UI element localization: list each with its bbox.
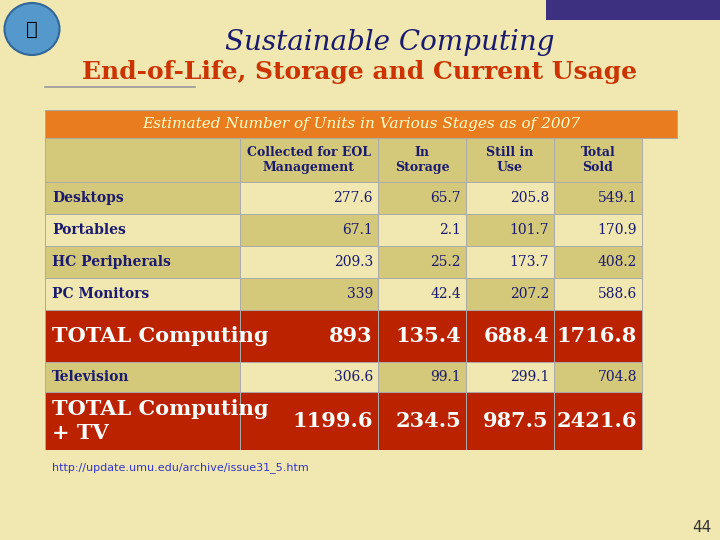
Text: Estimated Number of Units in Various Stages as of 2007: Estimated Number of Units in Various Sta…	[142, 117, 580, 131]
Bar	[378, 214, 466, 246]
Bar	[546, 0, 720, 20]
Bar	[554, 392, 642, 450]
Text: 688.4: 688.4	[483, 326, 549, 346]
Bar	[378, 362, 466, 392]
Text: 588.6: 588.6	[598, 287, 637, 301]
Text: Sustainable Computing: Sustainable Computing	[225, 29, 554, 56]
Bar	[45, 362, 240, 392]
Text: 277.6: 277.6	[333, 191, 373, 205]
Bar	[0, 450, 720, 540]
Bar	[466, 182, 554, 214]
Bar	[554, 310, 642, 362]
Bar	[554, 214, 642, 246]
Bar	[378, 310, 466, 362]
Bar	[378, 182, 466, 214]
Text: Collected for EOL
Management: Collected for EOL Management	[247, 146, 371, 174]
Text: 1199.6: 1199.6	[292, 411, 373, 431]
Text: 339: 339	[347, 287, 373, 301]
Bar	[45, 392, 240, 450]
Bar	[466, 138, 554, 182]
Text: 25.2: 25.2	[431, 255, 461, 269]
Text: http://update.umu.edu/archive/issue31_5.htm: http://update.umu.edu/archive/issue31_5.…	[52, 463, 309, 474]
Text: Portables: Portables	[52, 223, 126, 237]
Text: HC Peripherals: HC Peripherals	[52, 255, 171, 269]
Text: 44: 44	[693, 521, 711, 536]
Text: End-of-Life, Storage and Current Usage: End-of-Life, Storage and Current Usage	[82, 60, 638, 84]
Bar	[378, 246, 466, 278]
Bar	[554, 278, 642, 310]
Text: 135.4: 135.4	[395, 326, 461, 346]
Bar	[45, 246, 240, 278]
Text: Television: Television	[52, 370, 130, 384]
Text: 170.9: 170.9	[598, 223, 637, 237]
Bar	[240, 310, 378, 362]
Bar	[45, 310, 240, 362]
Bar	[466, 246, 554, 278]
Text: 67.1: 67.1	[342, 223, 373, 237]
Text: 306.6: 306.6	[334, 370, 373, 384]
Text: 1716.8: 1716.8	[557, 326, 637, 346]
Text: 209.3: 209.3	[334, 255, 373, 269]
Bar	[240, 214, 378, 246]
Text: 893: 893	[329, 326, 373, 346]
Text: 549.1: 549.1	[598, 191, 637, 205]
Text: 2421.6: 2421.6	[557, 411, 637, 431]
Text: Still in
Use: Still in Use	[486, 146, 534, 174]
Bar	[466, 362, 554, 392]
Text: 234.5: 234.5	[395, 411, 461, 431]
Text: 704.8: 704.8	[598, 370, 637, 384]
Text: 🏰: 🏰	[26, 19, 38, 38]
Bar	[240, 246, 378, 278]
Text: 207.2: 207.2	[510, 287, 549, 301]
Text: 99.1: 99.1	[431, 370, 461, 384]
Bar	[466, 310, 554, 362]
Bar	[45, 214, 240, 246]
Bar	[554, 138, 642, 182]
Bar	[240, 278, 378, 310]
Bar	[45, 278, 240, 310]
Bar	[378, 278, 466, 310]
Text: 101.7: 101.7	[509, 223, 549, 237]
Text: 299.1: 299.1	[510, 370, 549, 384]
Bar	[45, 110, 677, 138]
Bar	[466, 392, 554, 450]
Text: 205.8: 205.8	[510, 191, 549, 205]
Bar	[466, 214, 554, 246]
Bar	[240, 362, 378, 392]
Bar	[378, 392, 466, 450]
Text: TOTAL Computing: TOTAL Computing	[52, 326, 269, 346]
Text: In
Storage: In Storage	[395, 146, 449, 174]
Bar	[554, 182, 642, 214]
Bar	[240, 182, 378, 214]
Bar	[45, 138, 240, 182]
Bar	[378, 138, 466, 182]
Text: 987.5: 987.5	[483, 411, 549, 431]
Text: 408.2: 408.2	[598, 255, 637, 269]
Bar	[240, 138, 378, 182]
Text: 2.1: 2.1	[439, 223, 461, 237]
Bar	[554, 246, 642, 278]
Bar	[45, 182, 240, 214]
Text: 42.4: 42.4	[431, 287, 461, 301]
Bar	[466, 278, 554, 310]
Bar	[554, 362, 642, 392]
Text: TOTAL Computing
+ TV: TOTAL Computing + TV	[52, 400, 269, 443]
Text: 173.7: 173.7	[509, 255, 549, 269]
Text: Total
Sold: Total Sold	[580, 146, 616, 174]
Bar	[240, 392, 378, 450]
Text: 65.7: 65.7	[431, 191, 461, 205]
Ellipse shape	[4, 3, 60, 55]
Text: Desktops: Desktops	[52, 191, 124, 205]
Text: PC Monitors: PC Monitors	[52, 287, 149, 301]
